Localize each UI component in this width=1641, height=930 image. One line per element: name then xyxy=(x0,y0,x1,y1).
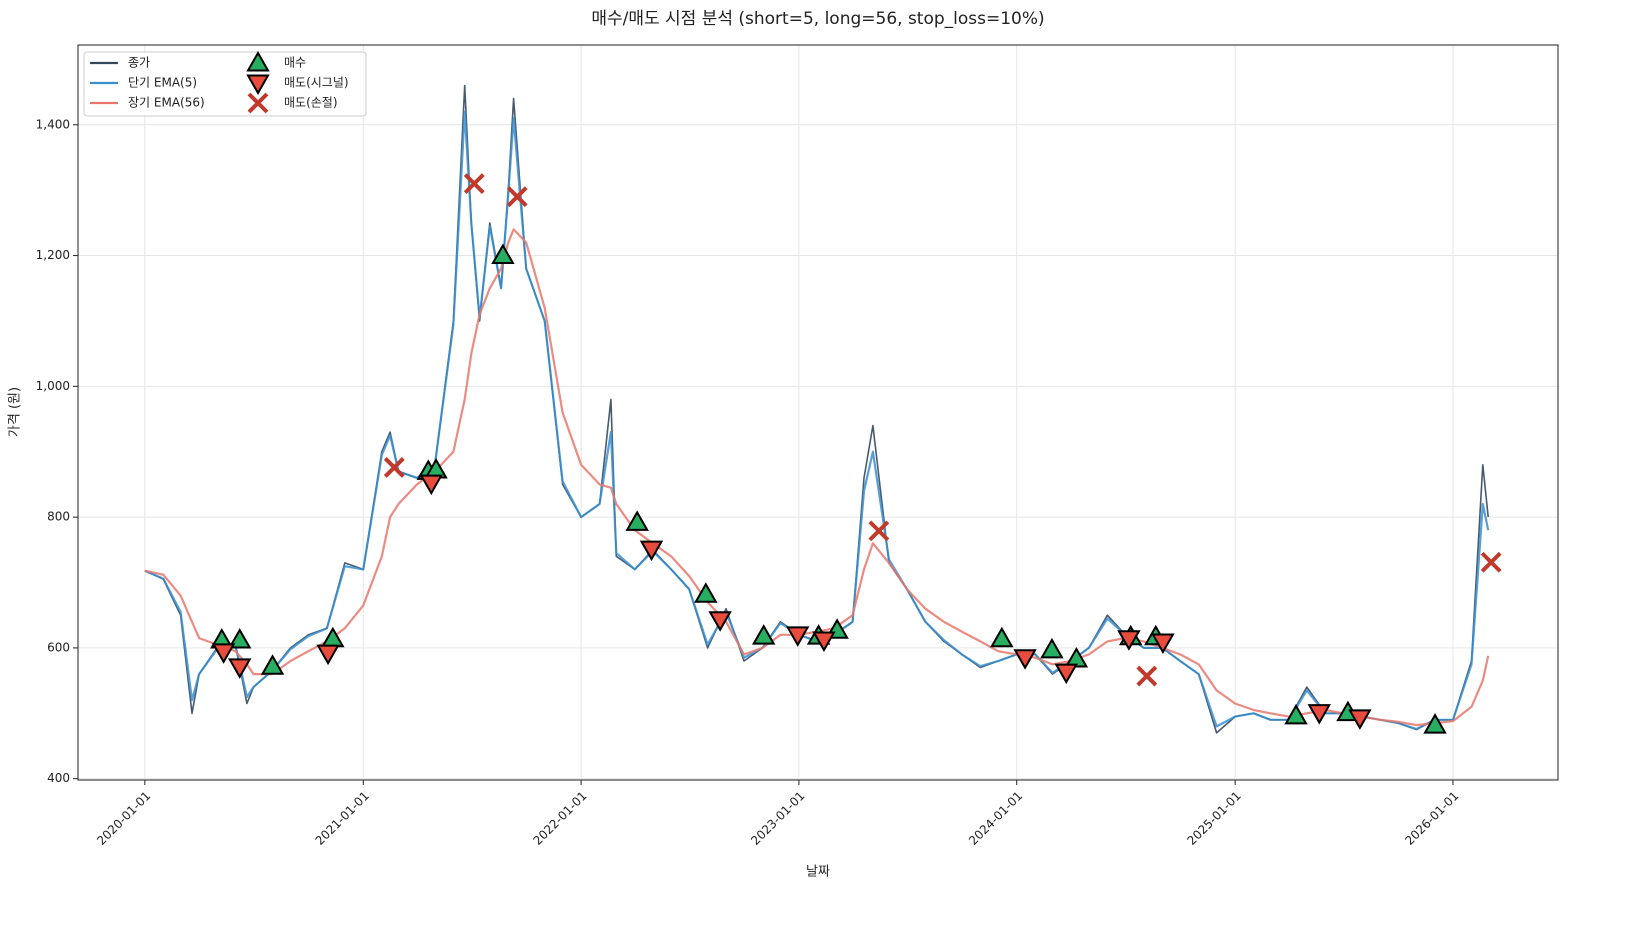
x-tick-label: 2020-01-01 xyxy=(94,789,153,848)
x-axis-label: 날짜 xyxy=(806,865,830,880)
sell-marker xyxy=(211,643,236,664)
stop-loss-marker xyxy=(383,457,405,478)
legend-label: 장기 EMA(56) xyxy=(128,96,205,110)
buy-marker xyxy=(1284,703,1308,725)
y-axis-label: 가격 (원) xyxy=(8,387,23,437)
y-tick-label: 400 xyxy=(47,771,70,785)
buy-marker xyxy=(246,50,270,72)
x-tick-label: 2022-01-01 xyxy=(530,789,589,848)
buy-marker xyxy=(625,510,649,531)
stop-loss-marker xyxy=(1136,665,1158,687)
legend-box xyxy=(83,51,367,117)
legend-label: 매수 xyxy=(284,56,306,70)
sell-marker xyxy=(228,658,252,679)
legend-label: 매도(시그널) xyxy=(284,76,349,90)
sell-marker xyxy=(1348,709,1372,730)
legend-label: 단기 EMA(5) xyxy=(128,76,197,90)
sell-marker xyxy=(1151,633,1175,655)
x-tick-label: 2023-01-01 xyxy=(748,789,807,848)
buy-marker xyxy=(491,243,515,265)
chart-title: 매수/매도 시점 분석 (short=5, long=56, stop_loss… xyxy=(591,9,1044,29)
buy-marker xyxy=(1423,713,1447,734)
buy-marker xyxy=(260,654,285,675)
sell-marker xyxy=(639,540,664,562)
stop-loss-marker xyxy=(1480,551,1502,573)
legend-label: 종가 xyxy=(128,56,150,70)
buy-marker xyxy=(694,582,718,603)
y-tick-label: 1,000 xyxy=(36,379,70,393)
y-tick-label: 600 xyxy=(47,640,70,654)
buy-marker xyxy=(228,628,252,649)
sell-marker xyxy=(1054,663,1078,685)
y-tick-label: 800 xyxy=(47,510,70,524)
sell-marker xyxy=(419,474,444,496)
buy-marker xyxy=(1064,647,1089,668)
legend-label: 매도(손절) xyxy=(284,96,338,110)
x-tick-label: 2025-01-01 xyxy=(1185,789,1244,848)
sell-marker xyxy=(708,611,732,632)
x-tick-label: 2026-01-01 xyxy=(1402,789,1461,848)
series-line xyxy=(144,228,1490,727)
sell-marker xyxy=(1117,630,1141,651)
sell-marker xyxy=(316,644,340,666)
sell-marker xyxy=(246,74,270,96)
buy-marker xyxy=(990,626,1014,648)
stop-loss-marker xyxy=(506,186,528,208)
sell-marker xyxy=(812,631,836,653)
sell-marker xyxy=(1307,704,1332,725)
y-tick-label: 1,400 xyxy=(36,117,70,131)
stop-loss-marker xyxy=(463,173,485,195)
stop-loss-marker xyxy=(868,520,890,542)
sell-marker xyxy=(785,626,810,647)
buy-marker xyxy=(1040,637,1064,659)
stop-loss-marker xyxy=(247,92,269,114)
plot-frame xyxy=(77,44,1559,781)
sell-marker xyxy=(1013,649,1037,670)
x-tick-label: 2024-01-01 xyxy=(966,789,1025,848)
x-tick-label: 2021-01-01 xyxy=(313,789,372,848)
y-tick-label: 1,200 xyxy=(36,248,70,262)
buy-marker xyxy=(751,624,776,645)
